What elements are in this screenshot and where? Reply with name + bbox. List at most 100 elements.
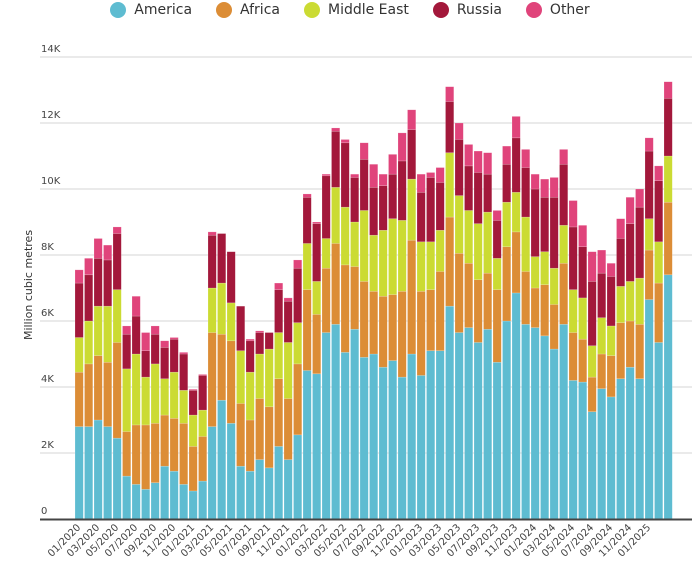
bar-segment-africa[interactable] xyxy=(312,314,322,375)
bar-segment-america[interactable] xyxy=(112,437,122,520)
bar-segment-other[interactable] xyxy=(426,172,436,178)
bar-segment-other[interactable] xyxy=(340,139,350,144)
bar-segment-africa[interactable] xyxy=(549,304,559,350)
bar-segment-america[interactable] xyxy=(74,426,84,520)
bar-segment-russia[interactable] xyxy=(464,165,474,211)
bar-segment-africa[interactable] xyxy=(521,271,531,325)
bar-segment-africa[interactable] xyxy=(644,249,654,300)
bar-segment-other[interactable] xyxy=(483,152,493,175)
bar-segment-middle-east[interactable] xyxy=(198,409,208,437)
bar-segment-america[interactable] xyxy=(445,305,455,520)
bar-segment-russia[interactable] xyxy=(169,338,179,373)
bar-segment-america[interactable] xyxy=(426,350,436,520)
bar-segment-russia[interactable] xyxy=(207,234,217,289)
bar-segment-russia[interactable] xyxy=(179,353,189,391)
bar-segment-middle-east[interactable] xyxy=(568,289,578,333)
bar-segment-middle-east[interactable] xyxy=(283,342,293,399)
bar-segment-africa[interactable] xyxy=(388,294,398,361)
bar-segment-africa[interactable] xyxy=(378,296,388,368)
bar-segment-america[interactable] xyxy=(131,484,141,520)
bar-segment-other[interactable] xyxy=(369,164,379,188)
bar-segment-america[interactable] xyxy=(407,353,417,520)
bar-segment-america[interactable] xyxy=(587,411,597,520)
bar-segment-america[interactable] xyxy=(179,484,189,520)
bar-segment-america[interactable] xyxy=(416,375,426,520)
bar-segment-other[interactable] xyxy=(378,173,388,186)
bar-segment-america[interactable] xyxy=(217,399,227,520)
bar-segment-middle-east[interactable] xyxy=(293,322,303,365)
bar-segment-russia[interactable] xyxy=(122,333,132,370)
bar-segment-other[interactable] xyxy=(606,263,616,277)
bar-segment-russia[interactable] xyxy=(302,197,312,244)
bar-segment-other[interactable] xyxy=(359,142,369,160)
bar-segment-america[interactable] xyxy=(635,378,645,520)
bar-segment-russia[interactable] xyxy=(644,150,654,219)
bar-segment-other[interactable] xyxy=(74,269,84,284)
bar-segment-africa[interactable] xyxy=(502,246,512,322)
bar-segment-africa[interactable] xyxy=(84,363,94,427)
bar-segment-america[interactable] xyxy=(283,459,293,520)
bar-segment-russia[interactable] xyxy=(198,375,208,411)
bar-segment-other[interactable] xyxy=(350,173,360,178)
bar-segment-russia[interactable] xyxy=(654,180,664,243)
bar-segment-middle-east[interactable] xyxy=(150,363,160,424)
bar-segment-america[interactable] xyxy=(312,373,322,520)
bar-segment-middle-east[interactable] xyxy=(635,277,645,325)
bar-segment-other[interactable] xyxy=(274,282,284,290)
bar-segment-america[interactable] xyxy=(293,434,303,520)
bar-segment-middle-east[interactable] xyxy=(521,216,531,272)
legend-item[interactable]: America xyxy=(110,2,192,18)
bar-segment-russia[interactable] xyxy=(530,188,540,257)
bar-segment-middle-east[interactable] xyxy=(84,320,94,365)
bar-segment-other[interactable] xyxy=(207,231,217,236)
bar-segment-africa[interactable] xyxy=(445,216,455,307)
bar-segment-africa[interactable] xyxy=(255,398,265,460)
bar-segment-america[interactable] xyxy=(331,324,341,520)
bar-segment-other[interactable] xyxy=(103,244,113,261)
bar-segment-russia[interactable] xyxy=(483,173,493,213)
bar-segment-africa[interactable] xyxy=(321,267,331,333)
bar-segment-other[interactable] xyxy=(587,251,597,282)
bar-segment-russia[interactable] xyxy=(188,390,198,416)
bar-segment-other[interactable] xyxy=(559,149,569,165)
bar-segment-russia[interactable] xyxy=(502,164,512,203)
bar-segment-middle-east[interactable] xyxy=(473,223,483,280)
bar-segment-america[interactable] xyxy=(454,332,464,520)
bar-segment-middle-east[interactable] xyxy=(321,238,331,269)
bar-segment-middle-east[interactable] xyxy=(597,317,607,355)
bar-segment-middle-east[interactable] xyxy=(435,230,445,272)
bar-segment-africa[interactable] xyxy=(103,362,113,427)
bar-segment-middle-east[interactable] xyxy=(93,305,103,356)
bar-segment-america[interactable] xyxy=(93,419,103,520)
bar-segment-america[interactable] xyxy=(663,274,673,520)
bar-segment-america[interactable] xyxy=(321,332,331,520)
bar-segment-russia[interactable] xyxy=(663,98,673,157)
bar-segment-africa[interactable] xyxy=(635,324,645,379)
bar-segment-middle-east[interactable] xyxy=(302,243,312,290)
bar-segment-other[interactable] xyxy=(416,173,426,193)
bar-segment-africa[interactable] xyxy=(331,243,341,325)
bar-segment-middle-east[interactable] xyxy=(369,234,379,292)
bar-segment-africa[interactable] xyxy=(188,446,198,492)
bar-segment-america[interactable] xyxy=(84,426,94,520)
bar-segment-africa[interactable] xyxy=(492,289,502,363)
bar-segment-america[interactable] xyxy=(350,329,360,520)
bar-segment-america[interactable] xyxy=(236,465,246,520)
bar-segment-middle-east[interactable] xyxy=(454,195,464,254)
bar-segment-africa[interactable] xyxy=(435,271,445,351)
bar-segment-other[interactable] xyxy=(255,330,265,333)
bar-segment-america[interactable] xyxy=(255,459,265,520)
bar-segment-russia[interactable] xyxy=(587,281,597,346)
bar-segment-other[interactable] xyxy=(644,137,654,152)
bar-segment-africa[interactable] xyxy=(407,239,417,355)
bar-segment-america[interactable] xyxy=(502,320,512,520)
bar-segment-russia[interactable] xyxy=(635,206,645,279)
bar-segment-america[interactable] xyxy=(654,342,664,520)
bar-segment-russia[interactable] xyxy=(369,187,379,236)
bar-segment-russia[interactable] xyxy=(435,182,445,231)
bar-segment-america[interactable] xyxy=(483,329,493,520)
bar-segment-other[interactable] xyxy=(293,259,303,269)
bar-segment-russia[interactable] xyxy=(103,259,113,307)
bar-segment-other[interactable] xyxy=(568,200,578,228)
bar-segment-other[interactable] xyxy=(407,109,417,130)
